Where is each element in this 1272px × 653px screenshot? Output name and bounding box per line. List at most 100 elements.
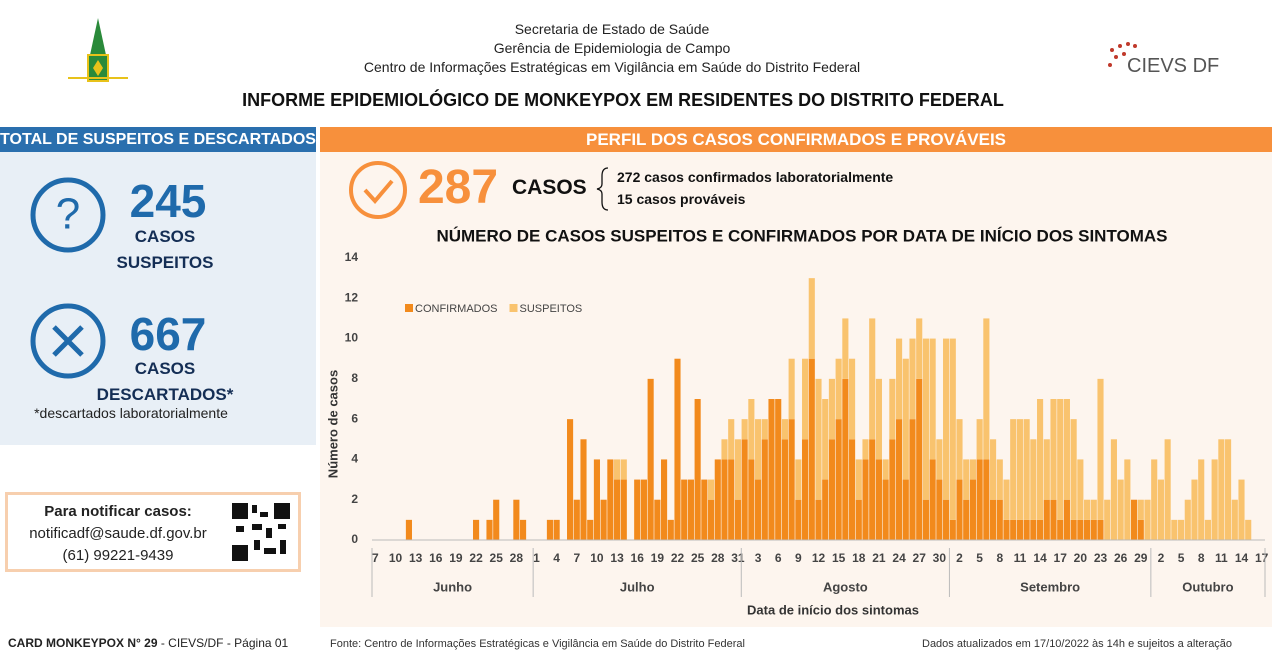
bar xyxy=(1084,519,1091,540)
bar xyxy=(607,459,614,540)
bar xyxy=(634,479,641,540)
bar xyxy=(1144,499,1151,540)
bar xyxy=(1211,459,1218,540)
footer-source: Fonte: Centro de Informações Estratégica… xyxy=(330,638,745,650)
cases-details: 272 casos confirmados laboratorialmente … xyxy=(617,166,893,210)
bar xyxy=(728,419,735,460)
bar xyxy=(748,399,755,460)
bar xyxy=(734,499,741,540)
bar xyxy=(741,419,748,440)
bar xyxy=(1016,419,1023,520)
bar xyxy=(808,358,815,540)
bar xyxy=(889,439,896,540)
x-tick-label: 24 xyxy=(892,551,906,565)
bar xyxy=(902,358,909,480)
x-tick-label: 25 xyxy=(490,551,504,565)
bar xyxy=(822,399,829,480)
x-tick-label: 6 xyxy=(775,551,782,565)
bar xyxy=(593,459,600,540)
x-tick-label: 28 xyxy=(510,551,524,565)
bar xyxy=(1030,439,1037,520)
bar xyxy=(1063,499,1070,540)
bar xyxy=(869,439,876,540)
header-line: Secretaria de Estado de Saúde xyxy=(514,21,710,37)
x-tick-label: 8 xyxy=(1198,551,1205,565)
x-axis-title: Data de início dos sintomas xyxy=(747,602,919,617)
bar xyxy=(882,479,889,540)
bar xyxy=(996,459,1003,500)
bar xyxy=(936,479,943,540)
x-tick-label: 2 xyxy=(1158,551,1165,565)
bar xyxy=(943,338,950,500)
bar xyxy=(1043,499,1050,540)
bar xyxy=(808,278,815,359)
bar xyxy=(573,499,580,540)
x-tick-label: 18 xyxy=(852,551,866,565)
discarded-note: *descartados laboratorialmente xyxy=(34,405,228,421)
bar xyxy=(728,459,735,540)
bar xyxy=(1084,499,1091,520)
bar xyxy=(667,519,674,540)
bar xyxy=(1171,519,1178,540)
bar xyxy=(969,479,976,540)
bar xyxy=(473,519,480,540)
cases-value: 287 xyxy=(417,161,499,214)
bar xyxy=(896,419,903,540)
bar xyxy=(1050,399,1057,500)
x-tick-label: 8 xyxy=(996,551,1003,565)
cievs-logo-mark xyxy=(1108,42,1137,67)
bar xyxy=(822,479,829,540)
bar xyxy=(963,459,970,500)
bar xyxy=(849,439,856,540)
bar xyxy=(916,378,923,540)
bar xyxy=(916,318,923,379)
bar xyxy=(748,459,755,540)
bar xyxy=(835,358,842,420)
x-tick-label: 7 xyxy=(573,551,580,565)
x-tick-label: 3 xyxy=(755,551,762,565)
bar xyxy=(802,358,809,440)
bar xyxy=(788,358,795,420)
x-tick-label: 31 xyxy=(731,551,745,565)
bar xyxy=(936,439,943,480)
y-axis-title: Número de casos xyxy=(325,370,340,478)
bar xyxy=(1151,459,1158,540)
x-tick-label: 7 xyxy=(372,551,379,565)
bar xyxy=(567,419,574,540)
bar xyxy=(714,459,721,540)
bar xyxy=(708,479,715,500)
bar xyxy=(1110,439,1117,540)
x-tick-label: 10 xyxy=(590,551,604,565)
bar xyxy=(922,499,929,540)
discarded-label: CASOS DESCARTADOS* xyxy=(70,356,260,408)
bar xyxy=(721,459,728,540)
chart-title: NÚMERO DE CASOS SUSPEITOS E CONFIRMADOS … xyxy=(436,226,1167,245)
bar xyxy=(1238,479,1245,540)
bar xyxy=(1178,519,1185,540)
bar xyxy=(875,459,882,540)
bar xyxy=(708,499,715,540)
bar xyxy=(990,499,997,540)
right-panel xyxy=(320,127,1272,627)
x-tick-label: 20 xyxy=(1074,551,1088,565)
bar xyxy=(1184,499,1191,540)
bar xyxy=(755,479,762,540)
x-tick-label: 19 xyxy=(449,551,463,565)
bar xyxy=(835,419,842,540)
x-tick-label: 10 xyxy=(389,551,403,565)
bar xyxy=(493,499,500,540)
bar xyxy=(1117,479,1124,540)
bar xyxy=(405,519,412,540)
bar xyxy=(1218,439,1225,540)
bar xyxy=(1131,499,1138,540)
bar xyxy=(654,499,661,540)
label-line: CASOS xyxy=(134,359,196,378)
x-tick-label: 15 xyxy=(832,551,846,565)
bar xyxy=(734,439,741,500)
legend-swatch xyxy=(509,304,518,312)
month-label: Junho xyxy=(433,579,472,594)
bar xyxy=(587,519,594,540)
bar xyxy=(983,318,990,460)
suspects-label: CASOS SUSPEITOS xyxy=(100,224,230,276)
